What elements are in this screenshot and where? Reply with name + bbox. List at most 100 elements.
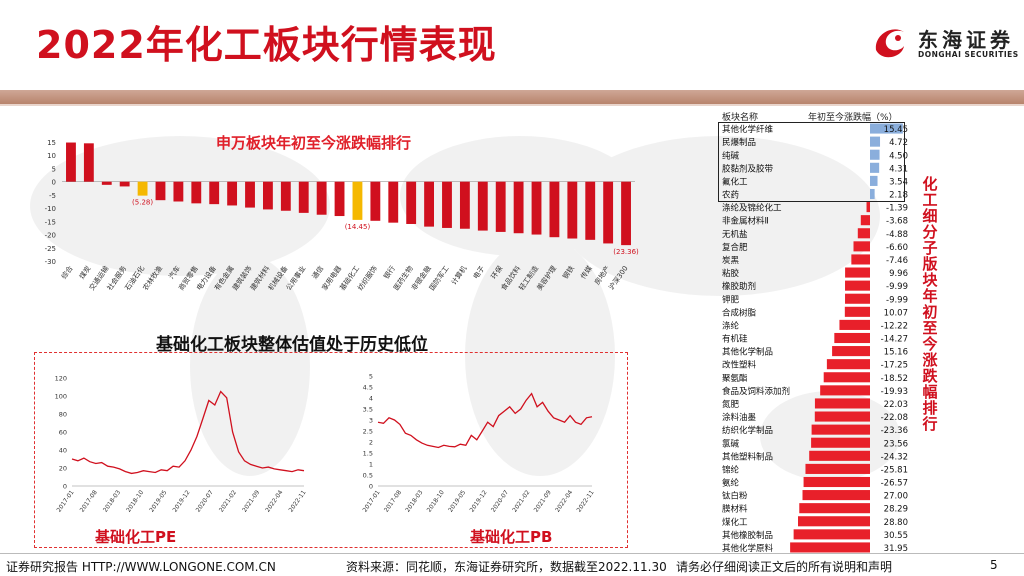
subsector-name: 橡胶助剂 <box>722 281 756 292</box>
y-tick-label: 0 <box>63 483 67 491</box>
footer-source: 资料来源：同花顺，东海证券研究所，数据截至2022.11.30 <box>346 560 667 574</box>
x-tick-label: 2021-02 <box>218 489 238 514</box>
bar-其他塑料制品 <box>809 450 870 461</box>
x-tick-label: 2018-03 <box>102 489 122 514</box>
x-tick-label: 钢铁 <box>561 264 576 281</box>
bar-改性塑料 <box>826 359 870 370</box>
subsector-value: 10.07 <box>884 308 908 318</box>
subsector-bar-table: 其他化学纤维 15.45 民爆制品 4.72 纯碱 4.50 胶黏剂及胶带 4.31 氟化工 3.… <box>722 123 908 554</box>
x-tick-label: 2017-01 <box>362 489 382 514</box>
x-tick-label: 汽车 <box>167 264 182 281</box>
y-tick-label: 40 <box>59 447 67 455</box>
bar-涤纶 <box>839 319 870 330</box>
bar-食品及饲料添加剂 <box>820 385 870 396</box>
subsector-name: 钾肥 <box>722 294 740 305</box>
bar-其他化学纤维 <box>870 123 903 134</box>
top-subsector-box <box>718 122 905 202</box>
subsector-value: 27.00 <box>884 492 908 502</box>
subsector-name: 钛白粉 <box>722 491 748 502</box>
y-tick-label: 0 <box>369 483 373 491</box>
subsector-name: 其他化学纤维 <box>722 124 774 135</box>
bar-橡胶助剂 <box>845 280 870 291</box>
bar-银行 <box>388 181 399 223</box>
x-tick-label: 2021-09 <box>533 489 553 514</box>
subsector-name: 合成树脂 <box>722 307 757 318</box>
y-tick-label: 4.5 <box>363 384 373 392</box>
subsector-name: 炭黑 <box>722 256 740 266</box>
subsector-value: 30.55 <box>884 531 908 541</box>
subsector-name: 无机盐 <box>722 229 748 240</box>
bar-锦纶 <box>805 463 870 474</box>
y-tick-label: 3 <box>369 417 373 425</box>
y-tick-label: 1.5 <box>363 450 373 458</box>
x-tick-label: 2022-11 <box>288 489 308 514</box>
subsector-value: 23.56 <box>884 439 908 449</box>
x-tick-label: 2020-07 <box>490 489 510 514</box>
valuation-title: 基础化工板块整体估值处于历史低位 <box>156 335 428 355</box>
subsector-name: 非金属材料Ⅱ <box>722 216 769 227</box>
bar-氮肥 <box>814 398 870 409</box>
subsector-value: 3.54 <box>889 177 908 187</box>
bar-汽车 <box>173 181 184 202</box>
table-header-name: 板块名称 <box>722 113 759 123</box>
bar-沪深300 <box>621 181 631 246</box>
y-tick-label: 2 <box>369 439 373 447</box>
bar-炭黑 <box>851 254 870 265</box>
bar-氟化工 <box>870 175 878 186</box>
bar-计算机 <box>459 181 470 229</box>
subsector-name: 涤纶及锦纶化工 <box>722 203 782 214</box>
subsector-value: 28.80 <box>884 518 908 528</box>
subsector-value: -24.32 <box>881 452 908 462</box>
data-label-石油石化: (5.28) <box>132 199 153 207</box>
subsector-side-title: 化工细分子版块年初至今涨跌幅排行 <box>922 175 938 433</box>
series-line-基础化工PB <box>377 392 593 449</box>
subsector-value: -12.22 <box>881 321 908 331</box>
x-tick-label: 2017-01 <box>56 489 76 514</box>
y-tick-label: 100 <box>55 393 67 401</box>
y-tick-label: 3.5 <box>363 406 373 414</box>
bar-涤纶及锦纶化工 <box>866 202 870 213</box>
x-tick-label: 2017-08 <box>383 489 403 514</box>
bar-家用电器 <box>334 181 345 217</box>
bar-建筑装饰 <box>245 181 255 208</box>
x-tick-label: 2022-04 <box>554 489 574 514</box>
x-tick-label: 2019-12 <box>469 489 489 514</box>
data-label-沪深300: (23.36) <box>613 248 639 256</box>
bar-氨纶 <box>803 476 870 488</box>
logo-chinese-name: 东海证券 <box>918 28 1014 52</box>
subsector-name: 其他化学原料 <box>722 543 774 554</box>
subsector-name: 其他橡胶制品 <box>722 530 773 541</box>
bar-石油石化 <box>137 181 148 196</box>
subsector-value: -23.36 <box>881 426 908 436</box>
bar-氯碱 <box>811 437 870 448</box>
bar-煤化工 <box>798 516 870 527</box>
subsector-name: 复合肥 <box>722 242 748 253</box>
bar-聚氨酯 <box>823 372 870 383</box>
y-tick-label: 2.5 <box>363 428 373 436</box>
bar-基础化工 <box>352 181 363 220</box>
bar-医药生物 <box>406 181 417 224</box>
logo-english-name: DONGHAI SECURITIES <box>918 50 1019 59</box>
x-tick-label: 2018-03 <box>404 489 424 514</box>
bar-纺织化学制品 <box>811 424 870 435</box>
header-band <box>0 90 1024 104</box>
bar-国防军工 <box>442 181 452 228</box>
bar-机械设备 <box>280 181 291 211</box>
x-tick-label: 2021-09 <box>241 489 261 514</box>
header-band-line <box>0 104 1024 106</box>
footer-website: 证券研究报告 HTTP://WWW.LONGONE.COM.CN <box>6 560 276 574</box>
x-tick-label: 房地产 <box>592 264 611 286</box>
subsector-name: 纯碱 <box>722 150 740 161</box>
series-line-基础化工PE <box>71 390 305 475</box>
pe-label: 基础化工PE <box>95 528 177 546</box>
bar-环保 <box>495 181 506 232</box>
bar-农林牧渔 <box>155 181 166 201</box>
subsector-value: -22.08 <box>881 413 908 423</box>
bar-农药 <box>870 188 875 200</box>
bar-美容护理 <box>549 181 560 238</box>
subsector-value: 4.31 <box>889 164 908 174</box>
subsector-name: 粘胶 <box>722 268 740 279</box>
subsector-name: 胶黏剂及胶带 <box>722 163 774 174</box>
y-tick-label: 10 <box>47 152 56 160</box>
